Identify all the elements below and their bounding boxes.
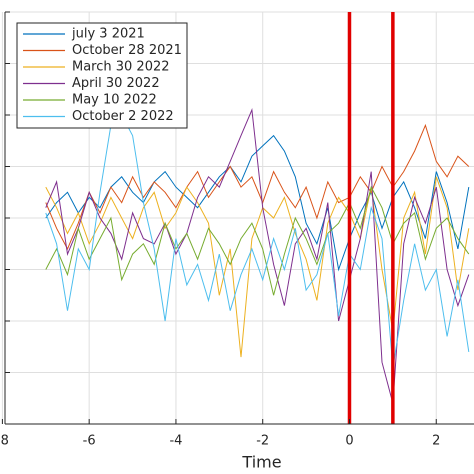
series-line (45, 185, 470, 296)
x-tick-label: 0 (345, 434, 353, 449)
series-line (45, 107, 470, 404)
legend-label: October 28 2021 (72, 43, 182, 58)
x-tick-label: -8 (0, 434, 9, 449)
x-tick-label: -6 (83, 434, 96, 449)
legend-box (16, 22, 188, 129)
legend-label: May 10 2022 (72, 93, 157, 108)
x-tick-label: -4 (169, 434, 182, 449)
legend-label: April 30 2022 (72, 76, 160, 91)
legend-label: October 2 2022 (72, 109, 174, 124)
series-line (45, 134, 470, 272)
series-line (45, 176, 470, 358)
legend-label: july 3 2021 (71, 27, 145, 42)
x-tick-label: 2 (432, 434, 440, 449)
legend-label: March 30 2022 (72, 60, 170, 75)
x-axis-label: Time (241, 453, 281, 472)
series-line (45, 114, 470, 368)
series-line (45, 123, 470, 251)
x-tick-label: -2 (256, 434, 269, 449)
